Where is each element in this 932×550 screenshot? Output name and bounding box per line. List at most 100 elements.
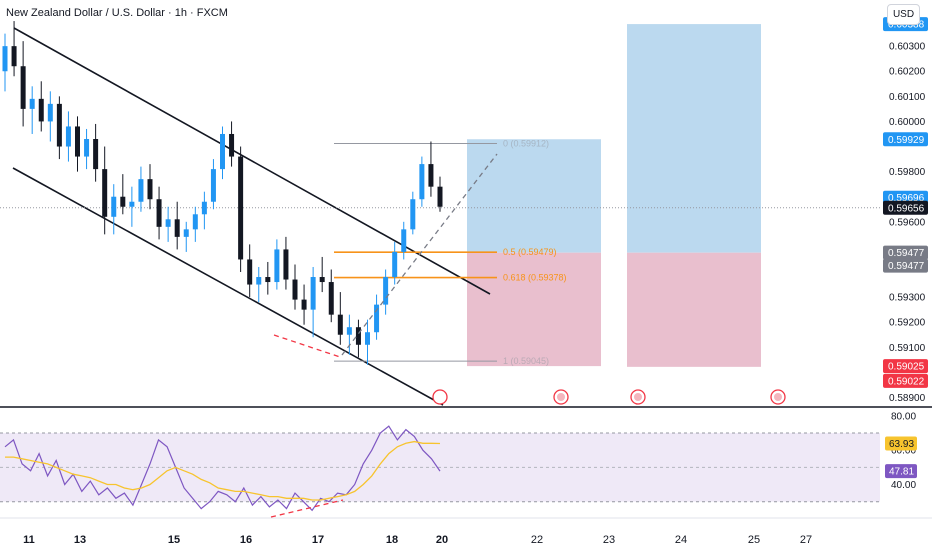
position-target-zone [467, 139, 601, 253]
price-badge-bg [883, 200, 928, 215]
candle-body [265, 277, 271, 283]
price-badge-label: 0.59656 [888, 203, 925, 214]
candle [183, 221, 189, 252]
candle [75, 116, 80, 172]
candle-body [301, 299, 307, 310]
candle-body [56, 103, 62, 147]
candle-body [283, 249, 289, 280]
candle-body [47, 103, 53, 122]
fib-level-label: 0.618 (0.59378) [503, 273, 567, 283]
candle-body [220, 133, 225, 170]
rsi-tick-label: 80.00 [891, 411, 916, 422]
candle [84, 128, 90, 170]
candle-body [428, 164, 434, 187]
candle [102, 146, 108, 235]
price-tick-label: 0.58900 [889, 393, 926, 404]
candle [220, 126, 225, 180]
candle [392, 241, 398, 285]
candle [274, 239, 280, 290]
candle-body [328, 282, 334, 315]
currency-button[interactable]: USD [887, 4, 920, 25]
price-badge: 0.59477 [883, 245, 928, 260]
candle-body [147, 179, 153, 200]
time-tick-label: 17 [312, 534, 324, 546]
price-badge-bg [883, 245, 928, 260]
time-tick-label: 25 [748, 534, 760, 546]
candle-body [156, 199, 162, 227]
time-tick-label: 11 [23, 534, 35, 546]
time-tick-label: 27 [800, 534, 812, 546]
candle-body [229, 133, 235, 157]
candle [120, 174, 126, 215]
us-flag-event-icon [630, 389, 646, 405]
candle [47, 91, 53, 142]
candle [210, 159, 216, 210]
rsi-badge: 63.93 [885, 436, 917, 451]
candle-body [355, 327, 361, 345]
event-icon-core [557, 393, 565, 401]
candle [156, 186, 162, 240]
price-tick-label: 0.60300 [889, 42, 926, 53]
candle-body [165, 219, 171, 227]
candle-body [292, 279, 298, 300]
time-tick-label: 20 [436, 534, 448, 546]
lightning-event-icon [432, 389, 448, 405]
price-badge: 0.59929 [883, 132, 928, 147]
candle [29, 86, 35, 134]
candle [283, 236, 289, 290]
time-tick-label: 16 [240, 534, 252, 546]
time-tick-label: 23 [603, 534, 615, 546]
candle [20, 41, 26, 127]
candle-body [111, 196, 117, 217]
rsi-badge: 47.81 [885, 464, 917, 479]
rsi-badge-label: 47.81 [889, 467, 914, 478]
candle [65, 111, 71, 162]
candle-body [102, 169, 108, 217]
candle [192, 206, 198, 242]
candle [165, 206, 171, 242]
candle [365, 319, 370, 365]
candle-body [319, 277, 325, 283]
candle-body [419, 164, 425, 200]
candle-body [138, 179, 144, 202]
candle-body [401, 229, 407, 252]
candle-body [256, 277, 262, 285]
rsi-tick-label: 60.00 [891, 446, 916, 457]
rsi-divergence-line [270, 499, 344, 518]
price-badge: 0.59022 [883, 373, 928, 388]
rsi-tick-label: 40.00 [891, 480, 916, 491]
candle [265, 261, 271, 295]
candle [247, 244, 253, 298]
price-badge-label: 0.59477 [888, 248, 925, 259]
candle-body [201, 201, 207, 215]
price-badge: 0.59477 [883, 258, 928, 273]
time-tick-label: 18 [386, 534, 398, 546]
price-badge-bg [883, 258, 928, 273]
candle [310, 266, 316, 338]
candle [256, 266, 262, 303]
price-tick-label: 0.59100 [889, 343, 926, 354]
price-badge-bg [883, 359, 928, 374]
candle-body [174, 219, 180, 237]
candle [174, 201, 180, 250]
candle-body [437, 186, 443, 207]
candle-body [2, 46, 8, 72]
candle-body [410, 199, 416, 230]
candle-body [374, 304, 380, 333]
candle [428, 141, 434, 197]
candle-body [310, 277, 316, 310]
candle-body [192, 214, 198, 230]
candle-body [383, 277, 389, 305]
price-tick-label: 0.60000 [889, 117, 926, 128]
candle [301, 284, 307, 325]
price-tick-label: 0.59300 [889, 293, 926, 304]
price-badge-label: 0.59025 [888, 362, 925, 373]
candle [129, 186, 135, 227]
candle-body [210, 169, 216, 202]
price-badge-label: 0.59696 [888, 193, 925, 204]
candle-body [20, 66, 26, 109]
time-tick-label: 15 [168, 534, 180, 546]
fib-level-label: 1 (0.59045) [503, 356, 549, 366]
price-badge-label: 0.59929 [888, 135, 925, 146]
